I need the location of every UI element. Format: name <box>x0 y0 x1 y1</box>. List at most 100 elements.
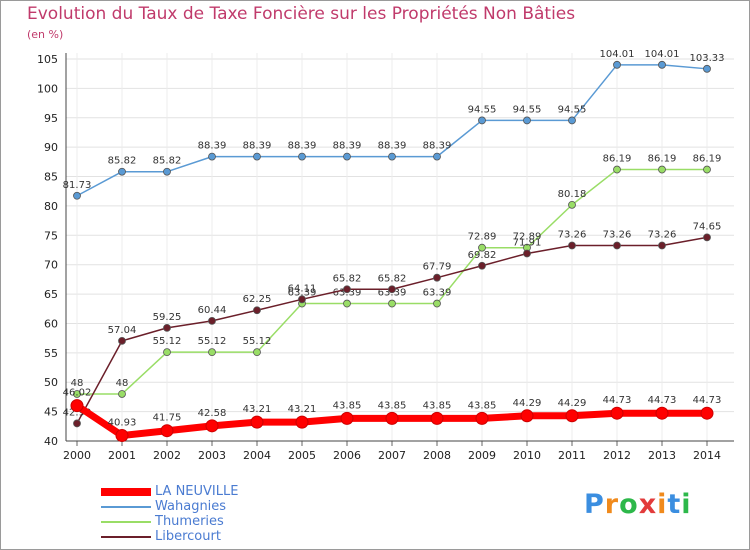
data-point-thumeries <box>253 348 261 357</box>
y-tick-label: 85 <box>44 171 58 184</box>
legend-item: Wahagnies <box>101 499 321 514</box>
y-tick-label: 70 <box>44 259 58 272</box>
chart-title: Evolution du Taux de Taxe Foncière sur l… <box>27 4 576 24</box>
data-point-thumeries <box>433 299 441 308</box>
data-point-libercourt <box>658 241 666 250</box>
data-label-libercourt: 62.25 <box>243 294 272 305</box>
data-point-wahagnies <box>703 64 711 73</box>
data-point-wahagnies <box>208 152 216 161</box>
data-label-libercourt: 60.44 <box>198 305 227 316</box>
data-point-libercourt <box>298 295 306 304</box>
data-label-la-neuville: 44.73 <box>648 395 677 406</box>
x-tick-label: 2014 <box>693 449 721 462</box>
legend-swatch <box>101 536 151 538</box>
data-label-la-neuville: 44.29 <box>513 398 542 409</box>
data-point-wahagnies <box>658 60 666 69</box>
data-label-libercourt: 74.65 <box>693 221 722 232</box>
y-tick-label: 105 <box>37 53 58 66</box>
data-label-libercourt: 73.26 <box>558 230 587 241</box>
data-label-la-neuville: 43.85 <box>423 400 452 411</box>
data-label-wahagnies: 104.01 <box>645 49 680 60</box>
y-tick-label: 40 <box>44 435 58 448</box>
legend-swatch <box>101 488 151 496</box>
data-point-wahagnies <box>568 116 576 125</box>
legend-label: LA NEUVILLE <box>155 484 239 499</box>
data-point-thumeries <box>703 165 711 174</box>
data-label-thumeries: 63.39 <box>423 288 452 299</box>
data-point-la-neuville <box>70 399 84 413</box>
x-tick-label: 2000 <box>63 449 91 462</box>
data-label-thumeries: 55.12 <box>243 336 272 347</box>
data-point-libercourt <box>163 323 171 332</box>
data-label-libercourt: 64.11 <box>288 283 317 294</box>
data-label-la-neuville: 43.85 <box>378 400 407 411</box>
data-point-wahagnies <box>118 167 126 176</box>
data-label-la-neuville: 43.21 <box>288 404 317 415</box>
y-tick-label: 50 <box>44 376 58 389</box>
data-label-wahagnies: 88.39 <box>288 141 317 152</box>
logo-letter: P <box>584 489 605 520</box>
data-point-la-neuville <box>250 415 264 429</box>
data-point-libercourt <box>523 249 531 258</box>
data-label-wahagnies: 85.82 <box>108 156 137 167</box>
data-label-libercourt: 65.82 <box>333 273 362 284</box>
data-point-libercourt <box>118 336 126 345</box>
x-tick-label: 2005 <box>288 449 316 462</box>
data-label-la-neuville: 43.21 <box>243 404 272 415</box>
data-label-libercourt: 67.79 <box>423 262 452 273</box>
data-point-thumeries <box>613 165 621 174</box>
y-tick-label: 45 <box>44 406 58 419</box>
logo-letter: o <box>619 489 639 520</box>
data-point-libercourt <box>433 273 441 282</box>
legend-swatch <box>101 506 151 508</box>
data-label-la-neuville: 44.73 <box>693 395 722 406</box>
data-point-wahagnies <box>343 152 351 161</box>
x-tick-label: 2002 <box>153 449 181 462</box>
data-label-libercourt: 57.04 <box>108 325 137 336</box>
unit-label: (en %) <box>27 28 64 41</box>
data-label-wahagnies: 88.39 <box>243 141 272 152</box>
data-label-libercourt: 59.25 <box>153 312 182 323</box>
data-point-la-neuville <box>565 409 579 423</box>
logo-letter: t <box>667 489 682 520</box>
data-label-wahagnies: 88.39 <box>378 141 407 152</box>
data-label-thumeries: 80.18 <box>558 189 587 200</box>
data-label-wahagnies: 103.33 <box>690 53 725 64</box>
data-point-libercourt <box>73 419 81 428</box>
data-point-la-neuville <box>205 419 219 433</box>
y-tick-label: 95 <box>44 112 58 125</box>
legend-item: Libercourt <box>101 529 321 544</box>
data-point-thumeries <box>478 243 486 252</box>
data-point-thumeries <box>163 348 171 357</box>
logo-letter: i <box>681 489 692 520</box>
data-label-thumeries: 86.19 <box>603 154 632 165</box>
data-label-wahagnies: 85.82 <box>153 156 182 167</box>
y-tick-label: 75 <box>44 229 58 242</box>
logo-letter: i <box>657 489 668 520</box>
data-point-la-neuville <box>430 411 444 425</box>
data-label-libercourt: 73.26 <box>603 230 632 241</box>
data-point-wahagnies <box>253 152 261 161</box>
y-tick-label: 60 <box>44 317 58 330</box>
y-tick-label: 65 <box>44 288 58 301</box>
data-point-libercourt <box>478 261 486 270</box>
data-point-libercourt <box>613 241 621 250</box>
data-point-libercourt <box>568 241 576 250</box>
data-label-la-neuville: 43.85 <box>333 400 362 411</box>
y-tick-label: 80 <box>44 200 58 213</box>
data-label-la-neuville: 46.02 <box>63 388 92 399</box>
data-label-la-neuville: 44.73 <box>603 395 632 406</box>
data-point-thumeries <box>208 348 216 357</box>
data-label-wahagnies: 94.55 <box>558 104 587 115</box>
data-point-libercourt <box>703 233 711 242</box>
data-label-la-neuville: 43.85 <box>468 400 497 411</box>
data-label-thumeries: 48 <box>71 378 84 389</box>
legend-item: LA NEUVILLE <box>101 484 321 499</box>
data-point-wahagnies <box>433 152 441 161</box>
data-point-wahagnies <box>523 116 531 125</box>
data-label-wahagnies: 88.39 <box>423 141 452 152</box>
data-label-wahagnies: 94.55 <box>468 104 497 115</box>
data-point-wahagnies <box>613 60 621 69</box>
data-point-thumeries <box>658 165 666 174</box>
